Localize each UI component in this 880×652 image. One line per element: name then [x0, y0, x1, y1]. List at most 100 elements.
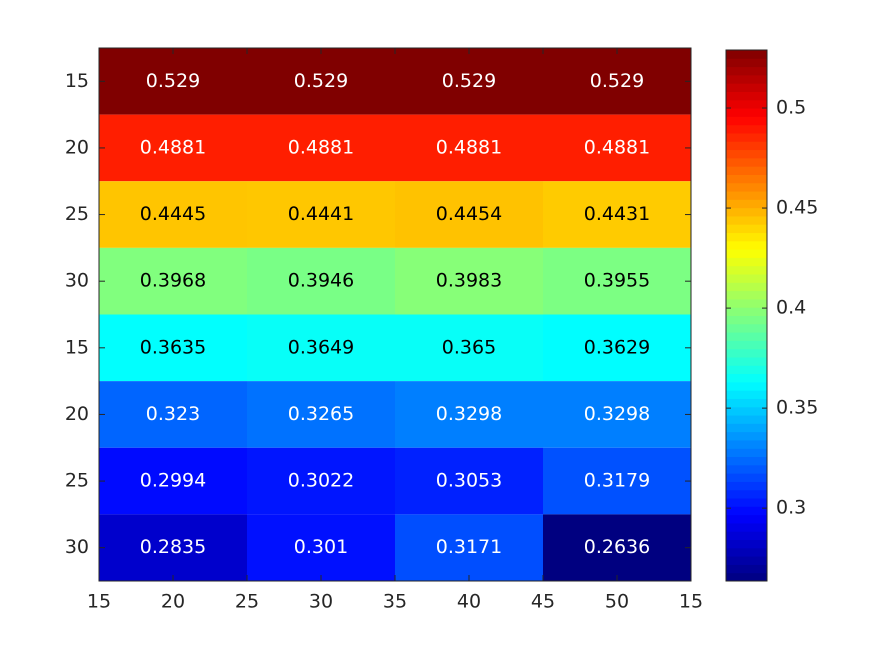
cell-label: 0.3179 — [584, 470, 650, 492]
heatmap-cell — [395, 447, 543, 515]
heatmap-cell — [99, 48, 247, 115]
y-tick-label: 15 — [65, 70, 89, 92]
colorbar-swatch — [726, 74, 767, 84]
colorbar-swatch — [726, 58, 767, 68]
heatmap-cell — [247, 247, 395, 315]
heatmap-cell — [543, 181, 691, 248]
cell-label: 0.3298 — [436, 403, 502, 425]
cell-label: 0.2636 — [584, 536, 650, 558]
colorbar-swatch — [726, 506, 767, 516]
colorbar-swatch — [726, 290, 767, 300]
heatmap-cell — [395, 48, 543, 115]
colorbar-swatch — [726, 332, 767, 341]
colorbar-swatch — [726, 456, 767, 466]
heatmap-cell — [395, 247, 543, 315]
cell-label: 0.4431 — [584, 203, 650, 225]
cell-label: 0.3053 — [436, 470, 502, 492]
cell-label: 0.4441 — [288, 203, 354, 225]
colorbar-swatch — [726, 166, 767, 175]
colorbar-swatch — [726, 132, 767, 142]
colorbar-swatch — [726, 340, 767, 350]
colorbar-swatch — [726, 439, 767, 449]
x-tick-label: 50 — [605, 591, 629, 613]
x-tick-label: 45 — [531, 591, 555, 613]
colorbar-swatch — [726, 522, 767, 532]
cell-label: 0.323 — [146, 403, 200, 425]
colorbar-swatch — [726, 390, 767, 399]
colorbar-swatch — [726, 249, 767, 258]
colorbar-swatch — [726, 207, 767, 217]
cell-label: 0.4881 — [140, 136, 206, 158]
colorbar-swatch — [726, 539, 767, 549]
y-tick-label: 20 — [65, 136, 89, 158]
x-tick-label: 25 — [235, 591, 259, 613]
heatmap-cell — [395, 114, 543, 182]
heatmap-cell — [99, 447, 247, 515]
heatmap-cell — [543, 447, 691, 515]
heatmap-cell — [99, 114, 247, 182]
cell-label: 0.529 — [590, 70, 644, 92]
colorbar-swatch — [726, 431, 767, 441]
colorbar-swatch — [726, 315, 767, 325]
y-tick-label: 25 — [65, 203, 89, 225]
cell-label: 0.3968 — [140, 270, 206, 292]
colorbar-swatch — [726, 415, 767, 424]
colorbar-swatch — [726, 564, 767, 574]
x-tick-label: 15 — [87, 591, 111, 613]
colorbar-swatch — [726, 356, 767, 366]
colorbar-swatch — [726, 265, 767, 275]
colorbar-tick-label: 0.45 — [776, 197, 818, 219]
colorbar-swatch — [726, 182, 767, 192]
colorbar-swatch — [726, 481, 767, 491]
cell-label: 0.301 — [294, 536, 348, 558]
x-tick-label: 15 — [679, 591, 703, 613]
cell-label: 0.4881 — [436, 136, 502, 158]
y-tick-label: 15 — [65, 336, 89, 358]
heatmap-cell — [395, 514, 543, 581]
colorbar-swatch — [726, 323, 767, 333]
cell-label: 0.2835 — [140, 536, 206, 558]
cell-label: 0.4454 — [436, 203, 502, 225]
heatmap-cell — [543, 514, 691, 581]
heatmap-cell — [395, 381, 543, 448]
colorbar-swatch — [726, 572, 767, 582]
colorbar-swatch — [726, 232, 767, 242]
heatmap-cell — [99, 181, 247, 248]
heatmap-cell — [543, 314, 691, 382]
heatmap-cell — [395, 181, 543, 248]
cell-label: 0.3629 — [584, 336, 650, 358]
cell-label: 0.4445 — [140, 203, 206, 225]
colorbar-swatch — [726, 274, 767, 283]
heatmap-cell — [247, 447, 395, 515]
colorbar-swatch — [726, 464, 767, 474]
x-tick-label: 40 — [457, 591, 481, 613]
colorbar-swatch — [726, 191, 767, 200]
cell-label: 0.3171 — [436, 536, 502, 558]
cell-label: 0.529 — [442, 70, 496, 92]
x-tick-label: 35 — [383, 591, 407, 613]
cell-label: 0.529 — [294, 70, 348, 92]
x-tick-label: 20 — [161, 591, 185, 613]
heatmap-cell — [99, 314, 247, 382]
y-tick-label: 25 — [65, 470, 89, 492]
y-tick-label: 30 — [65, 270, 89, 292]
colorbar-swatch — [726, 215, 767, 225]
colorbar-swatch — [726, 298, 767, 308]
heatmap-cell — [247, 114, 395, 182]
colorbar-swatch — [726, 556, 767, 565]
heatmap-cell — [247, 48, 395, 115]
x-tick-label: 30 — [309, 591, 333, 613]
cell-label: 0.3955 — [584, 270, 650, 292]
heatmap-cell — [543, 48, 691, 115]
colorbar-swatch — [726, 224, 767, 234]
heatmap-cell — [247, 514, 395, 581]
cell-label: 0.2994 — [140, 470, 206, 492]
colorbar-swatch — [726, 124, 767, 134]
colorbar-swatch — [726, 406, 767, 416]
heatmap-cell — [395, 314, 543, 382]
colorbar-swatch — [726, 381, 767, 391]
colorbar-swatch — [726, 50, 767, 59]
heatmap-cell — [543, 381, 691, 448]
colorbar-swatch — [726, 199, 767, 209]
